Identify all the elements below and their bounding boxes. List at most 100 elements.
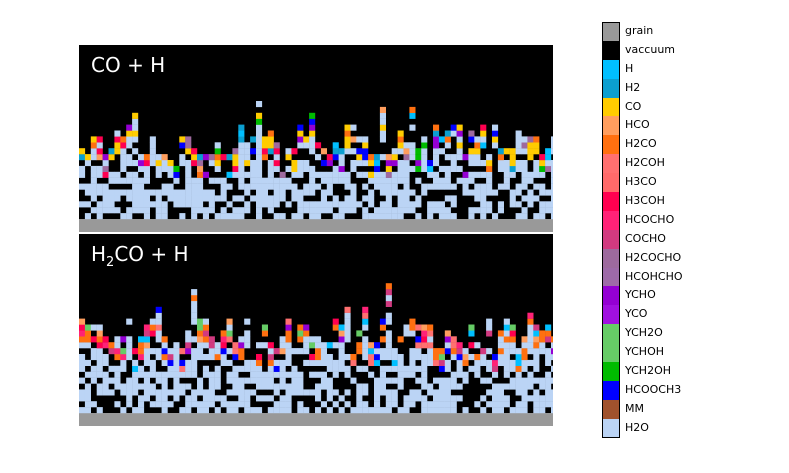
lattice-cell: [545, 189, 552, 196]
lattice-cell: [185, 383, 192, 390]
lattice-cell: [267, 407, 274, 414]
lattice-cell: [143, 177, 150, 184]
lattice-cell: [84, 371, 91, 378]
lattice-cell: [509, 336, 516, 343]
lattice-cell: [551, 171, 553, 178]
legend-label: HCOCHO: [625, 212, 675, 226]
lattice-cell: [161, 165, 168, 172]
lattice-cell: [297, 160, 304, 167]
lattice-cell: [185, 395, 192, 402]
legend-swatch: [602, 362, 620, 381]
lattice-cell: [344, 136, 351, 143]
lattice-cell: [433, 148, 440, 155]
lattice-cell: [244, 171, 251, 178]
lattice-cell: [385, 195, 392, 202]
legend-item-hcohcho: HCOHCHO: [602, 267, 722, 287]
lattice-cell: [291, 213, 298, 220]
lattice-cell: [497, 401, 504, 408]
lattice-cell: [338, 407, 345, 414]
lattice-cell: [138, 354, 145, 361]
lattice-cell: [126, 189, 133, 196]
lattice-cell: [320, 401, 327, 408]
lattice-cell: [214, 148, 221, 155]
lattice-cell: [379, 106, 386, 113]
lattice-cell: [527, 377, 534, 384]
lattice-cell: [391, 207, 398, 214]
legend-label: HCO: [625, 118, 650, 132]
lattice-cell: [539, 348, 546, 355]
lattice-cell: [409, 154, 416, 161]
lattice-cell: [468, 342, 475, 349]
lattice-cell: [344, 336, 351, 343]
lattice-cell: [320, 383, 327, 390]
lattice-cell: [226, 154, 233, 161]
lattice-cell: [179, 160, 186, 167]
lattice-cell: [480, 348, 487, 355]
lattice-cell: [126, 171, 133, 178]
lattice-cell: [486, 348, 493, 355]
lattice-cell: [320, 148, 327, 155]
lattice-cell: [468, 130, 475, 137]
lattice-cell: [297, 401, 304, 408]
lattice-cell: [391, 171, 398, 178]
lattice-cell: [385, 395, 392, 402]
lattice-cell: [533, 401, 540, 408]
lattice-cell: [551, 189, 553, 196]
lattice-cell: [197, 342, 204, 349]
lattice-cell: [385, 300, 392, 307]
lattice-cell: [326, 407, 333, 414]
lattice-cell: [374, 395, 381, 402]
lattice-cell: [102, 195, 109, 202]
lattice-cell: [161, 354, 168, 361]
lattice-cell: [421, 354, 428, 361]
lattice-cell: [421, 189, 428, 196]
lattice-cell: [250, 195, 257, 202]
lattice-cell: [185, 348, 192, 355]
lattice-cell: [379, 213, 386, 220]
lattice-cell: [202, 189, 209, 196]
lattice-cell: [273, 195, 280, 202]
lattice-cell: [79, 342, 86, 349]
lattice-cell: [226, 371, 233, 378]
lattice-cell: [132, 377, 139, 384]
lattice-cell: [285, 348, 292, 355]
lattice-cell: [533, 395, 540, 402]
lattice-cell: [521, 354, 528, 361]
lattice-cell: [403, 365, 410, 372]
lattice-cell: [261, 342, 268, 349]
lattice-cell: [132, 365, 139, 372]
lattice-cell: [385, 295, 392, 302]
lattice-cell: [297, 124, 304, 131]
lattice-cell: [527, 312, 534, 319]
lattice-cell: [415, 348, 422, 355]
lattice-cell: [338, 330, 345, 337]
lattice-cell: [309, 371, 316, 378]
lattice-cell: [315, 359, 322, 366]
lattice-cell: [356, 136, 363, 143]
lattice-cell: [273, 348, 280, 355]
lattice-cell: [185, 407, 192, 414]
species-legend: grain vaccuum H H2 CO HCO H2CO H2COH H3CO H3COH HC…: [602, 22, 722, 438]
lattice-cell: [444, 130, 451, 137]
lattice-cell: [533, 183, 540, 190]
lattice-cell: [126, 336, 133, 343]
lattice-cell: [415, 324, 422, 331]
lattice-cell: [480, 213, 487, 220]
lattice-cell: [143, 354, 150, 361]
lattice-cell: [450, 407, 457, 414]
lattice-cell: [415, 365, 422, 372]
lattice-cell: [438, 207, 445, 214]
legend-swatch: [602, 59, 620, 79]
lattice-cell: [250, 183, 257, 190]
lattice-cell: [421, 136, 428, 143]
lattice-cell: [297, 383, 304, 390]
lattice-cell: [161, 348, 168, 355]
lattice-cell: [90, 136, 97, 143]
lattice-cell: [551, 348, 553, 355]
lattice-cell: [256, 195, 263, 202]
lattice-cell: [503, 383, 510, 390]
lattice-cell: [403, 201, 410, 208]
lattice-cell: [433, 395, 440, 402]
lattice-cell: [267, 130, 274, 137]
lattice-cell: [515, 348, 522, 355]
